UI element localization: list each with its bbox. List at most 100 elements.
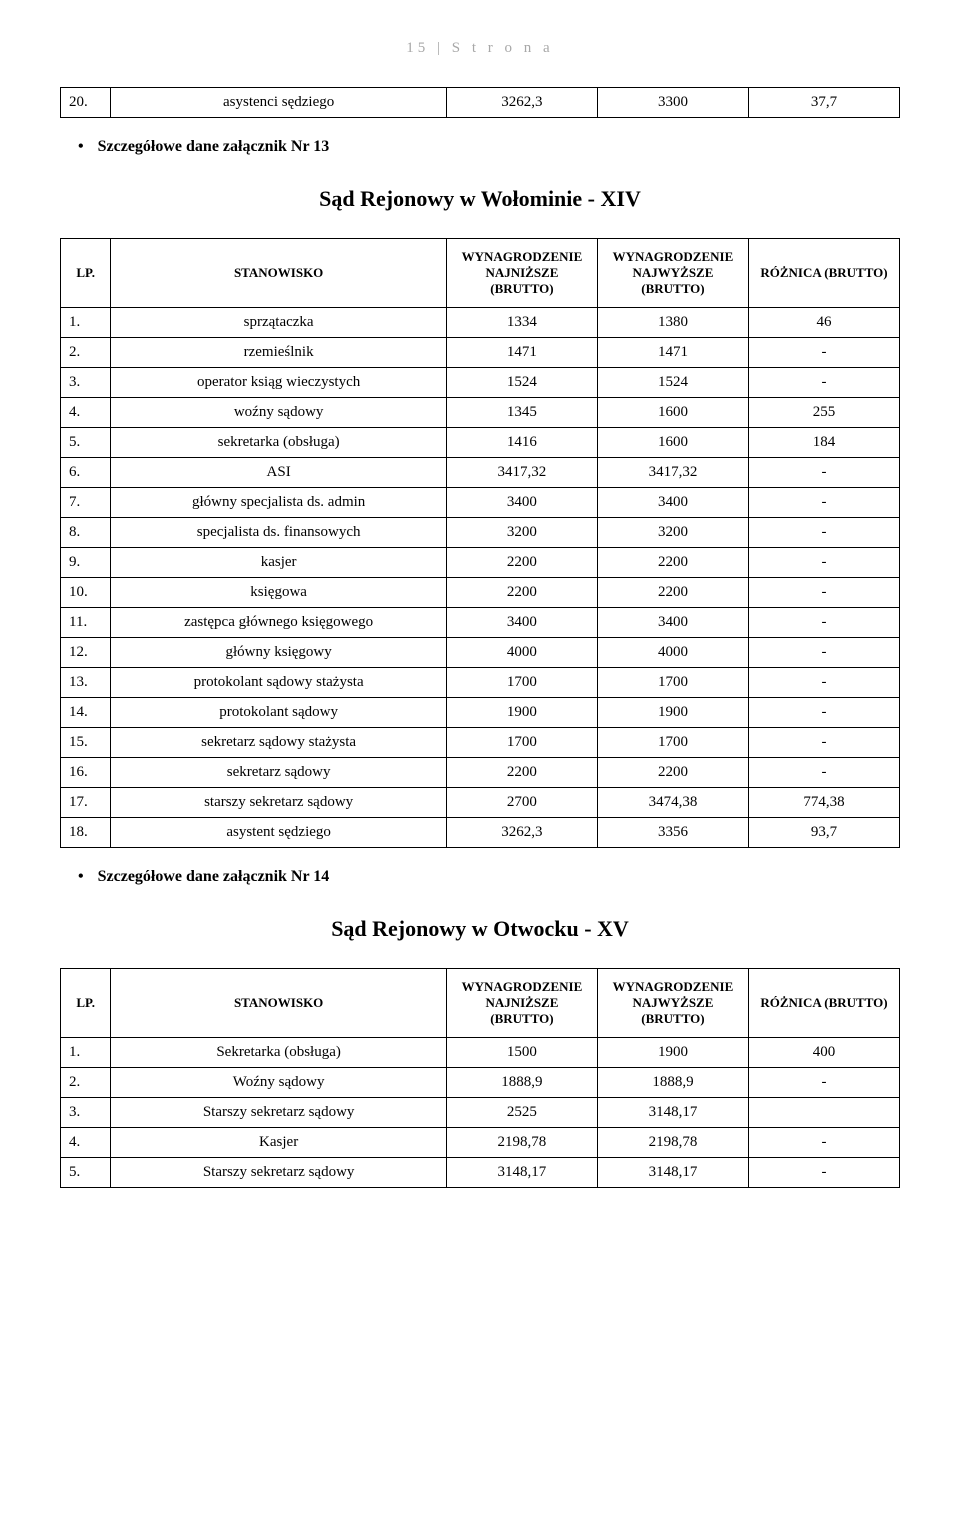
th-stan: STANOWISKO [111, 239, 447, 308]
cell-diff: - [748, 668, 899, 698]
cell-lp: 16. [61, 758, 111, 788]
cell-diff: 93,7 [748, 818, 899, 848]
cell-lp: 7. [61, 488, 111, 518]
top-row-table: 20. asystenci sędziego 3262,3 3300 37,7 [60, 87, 900, 118]
cell-stan: woźny sądowy [111, 398, 447, 428]
cell-diff: - [748, 608, 899, 638]
table-row: 8.specjalista ds. finansowych32003200- [61, 518, 900, 548]
cell-lp: 11. [61, 608, 111, 638]
cell-stan: protokolant sądowy [111, 698, 447, 728]
cell-stan: główny specjalista ds. admin [111, 488, 447, 518]
cell-low: 1416 [446, 428, 597, 458]
cell-low: 2200 [446, 548, 597, 578]
cell-lp: 1. [61, 1038, 111, 1068]
cell-lp: 17. [61, 788, 111, 818]
cell-high: 3148,17 [597, 1098, 748, 1128]
cell-low: 1345 [446, 398, 597, 428]
cell-diff: - [748, 578, 899, 608]
cell-diff: 46 [748, 308, 899, 338]
table-row: 6.ASI3417,323417,32- [61, 458, 900, 488]
cell-lp: 14. [61, 698, 111, 728]
th-high: WYNAGRODZENIE NAJWYŻSZE (BRUTTO) [597, 239, 748, 308]
cell-low: 3148,17 [446, 1158, 597, 1188]
cell-diff: 37,7 [748, 88, 899, 118]
table-row: 2.rzemieślnik14711471- [61, 338, 900, 368]
cell-low: 3417,32 [446, 458, 597, 488]
table-row: 3.Starszy sekretarz sądowy25253148,17 [61, 1098, 900, 1128]
cell-lp: 4. [61, 398, 111, 428]
cell-lp: 10. [61, 578, 111, 608]
cell-diff: 774,38 [748, 788, 899, 818]
cell-high: 1888,9 [597, 1068, 748, 1098]
cell-low: 3400 [446, 488, 597, 518]
cell-lp: 3. [61, 1098, 111, 1128]
table-row: 3.operator ksiąg wieczystych15241524- [61, 368, 900, 398]
cell-low: 3262,3 [446, 818, 597, 848]
cell-diff: - [748, 758, 899, 788]
attachment-note-13: Szczegółowe dane załącznik Nr 13 [78, 138, 900, 156]
cell-diff [748, 1098, 899, 1128]
table-row: 5.Starszy sekretarz sądowy3148,173148,17… [61, 1158, 900, 1188]
th-diff: RÓŻNICA (BRUTTO) [748, 239, 899, 308]
th-lp: LP. [61, 969, 111, 1038]
table-row: 2.Woźny sądowy1888,91888,9- [61, 1068, 900, 1098]
cell-high: 2200 [597, 758, 748, 788]
cell-stan: sekretarz sądowy [111, 758, 447, 788]
cell-stan: protokolant sądowy stażysta [111, 668, 447, 698]
cell-low: 4000 [446, 638, 597, 668]
cell-low: 2200 [446, 578, 597, 608]
cell-stan: Kasjer [111, 1128, 447, 1158]
cell-low: 1524 [446, 368, 597, 398]
cell-lp: 5. [61, 428, 111, 458]
cell-stan: asystent sędziego [111, 818, 447, 848]
cell-lp: 3. [61, 368, 111, 398]
cell-high: 1700 [597, 668, 748, 698]
cell-diff: 255 [748, 398, 899, 428]
cell-stan: kasjer [111, 548, 447, 578]
cell-high: 3200 [597, 518, 748, 548]
cell-high: 1600 [597, 398, 748, 428]
cell-lp: 8. [61, 518, 111, 548]
table-row: 20. asystenci sędziego 3262,3 3300 37,7 [61, 88, 900, 118]
cell-high: 1600 [597, 428, 748, 458]
cell-low: 2525 [446, 1098, 597, 1128]
cell-stan: Woźny sądowy [111, 1068, 447, 1098]
cell-high: 2200 [597, 548, 748, 578]
cell-high: 1900 [597, 1038, 748, 1068]
cell-diff: - [748, 728, 899, 758]
cell-high: 2200 [597, 578, 748, 608]
cell-diff: 400 [748, 1038, 899, 1068]
th-high: WYNAGRODZENIE NAJWYŻSZE (BRUTTO) [597, 969, 748, 1038]
table-otwock: LP. STANOWISKO WYNAGRODZENIE NAJNIŻSZE (… [60, 968, 900, 1188]
cell-lp: 2. [61, 1068, 111, 1098]
cell-lp: 12. [61, 638, 111, 668]
cell-stan: Starszy sekretarz sądowy [111, 1098, 447, 1128]
table-row: 7.główny specjalista ds. admin34003400- [61, 488, 900, 518]
page-header: 15 | S t r o n a [60, 40, 900, 57]
section-title-otwock: Sąd Rejonowy w Otwocku - XV [60, 916, 900, 942]
cell-high: 1471 [597, 338, 748, 368]
cell-lp: 20. [61, 88, 111, 118]
table-row: 14.protokolant sądowy19001900- [61, 698, 900, 728]
table-row: 4.woźny sądowy13451600255 [61, 398, 900, 428]
cell-diff: - [748, 458, 899, 488]
cell-stan: specjalista ds. finansowych [111, 518, 447, 548]
table-row: 16.sekretarz sądowy22002200- [61, 758, 900, 788]
cell-lp: 5. [61, 1158, 111, 1188]
cell-diff: - [748, 338, 899, 368]
cell-diff: - [748, 488, 899, 518]
table-row: 9.kasjer22002200- [61, 548, 900, 578]
cell-diff: - [748, 698, 899, 728]
table-row: 1.Sekretarka (obsługa)15001900400 [61, 1038, 900, 1068]
cell-low: 3200 [446, 518, 597, 548]
cell-stan: sprzątaczka [111, 308, 447, 338]
th-low: WYNAGRODZENIE NAJNIŻSZE (BRUTTO) [446, 969, 597, 1038]
table-row: 15.sekretarz sądowy stażysta17001700- [61, 728, 900, 758]
cell-stan: księgowa [111, 578, 447, 608]
cell-diff: - [748, 638, 899, 668]
cell-high: 2198,78 [597, 1128, 748, 1158]
cell-stan: sekretarka (obsługa) [111, 428, 447, 458]
cell-low: 1700 [446, 728, 597, 758]
cell-diff: - [748, 368, 899, 398]
cell-stan: rzemieślnik [111, 338, 447, 368]
